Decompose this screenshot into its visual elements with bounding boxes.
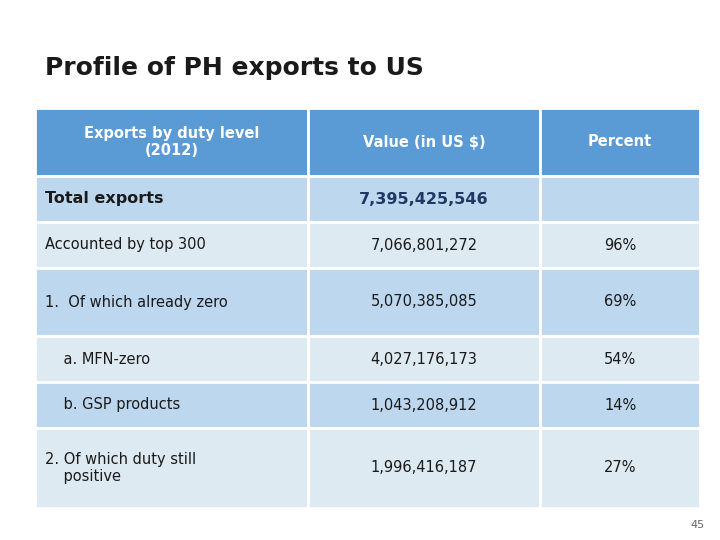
Bar	[541, 222, 700, 268]
Bar	[541, 382, 700, 428]
Text: Percent: Percent	[588, 134, 652, 150]
Text: 1,043,208,912: 1,043,208,912	[371, 397, 477, 413]
Bar	[541, 268, 700, 336]
Bar	[35, 222, 307, 268]
Text: 7,066,801,272: 7,066,801,272	[371, 238, 477, 253]
Text: Exports by duty level
(2012): Exports by duty level (2012)	[84, 126, 259, 158]
Bar	[541, 176, 700, 222]
Bar	[541, 108, 700, 176]
Bar	[35, 382, 307, 428]
Text: 14%: 14%	[604, 397, 636, 413]
Text: Accounted by top 300: Accounted by top 300	[45, 238, 206, 253]
Bar	[307, 336, 541, 382]
Bar	[541, 336, 700, 382]
Text: 1.  Of which already zero: 1. Of which already zero	[45, 294, 228, 309]
Bar	[307, 428, 541, 508]
Text: 5,070,385,085: 5,070,385,085	[371, 294, 477, 309]
Text: 27%: 27%	[604, 461, 636, 476]
Text: 4,027,176,173: 4,027,176,173	[371, 352, 477, 367]
Text: 2. Of which duty still
    positive: 2. Of which duty still positive	[45, 452, 196, 484]
Text: 54%: 54%	[604, 352, 636, 367]
Bar	[307, 222, 541, 268]
Text: Total exports: Total exports	[45, 192, 163, 206]
Bar	[35, 176, 307, 222]
Bar	[35, 108, 307, 176]
Bar	[35, 428, 307, 508]
Text: 69%: 69%	[604, 294, 636, 309]
Bar	[35, 268, 307, 336]
Bar	[307, 108, 541, 176]
Bar	[541, 428, 700, 508]
Text: Profile of PH exports to US: Profile of PH exports to US	[45, 56, 424, 80]
Bar	[307, 382, 541, 428]
Text: 7,395,425,546: 7,395,425,546	[359, 192, 489, 206]
Bar	[307, 176, 541, 222]
Bar	[307, 268, 541, 336]
Text: 45: 45	[691, 520, 705, 530]
Text: 96%: 96%	[604, 238, 636, 253]
Text: Value (in US $): Value (in US $)	[363, 134, 485, 150]
Bar	[35, 336, 307, 382]
Text: a. MFN-zero: a. MFN-zero	[45, 352, 150, 367]
Text: b. GSP products: b. GSP products	[45, 397, 180, 413]
Text: 1,996,416,187: 1,996,416,187	[371, 461, 477, 476]
